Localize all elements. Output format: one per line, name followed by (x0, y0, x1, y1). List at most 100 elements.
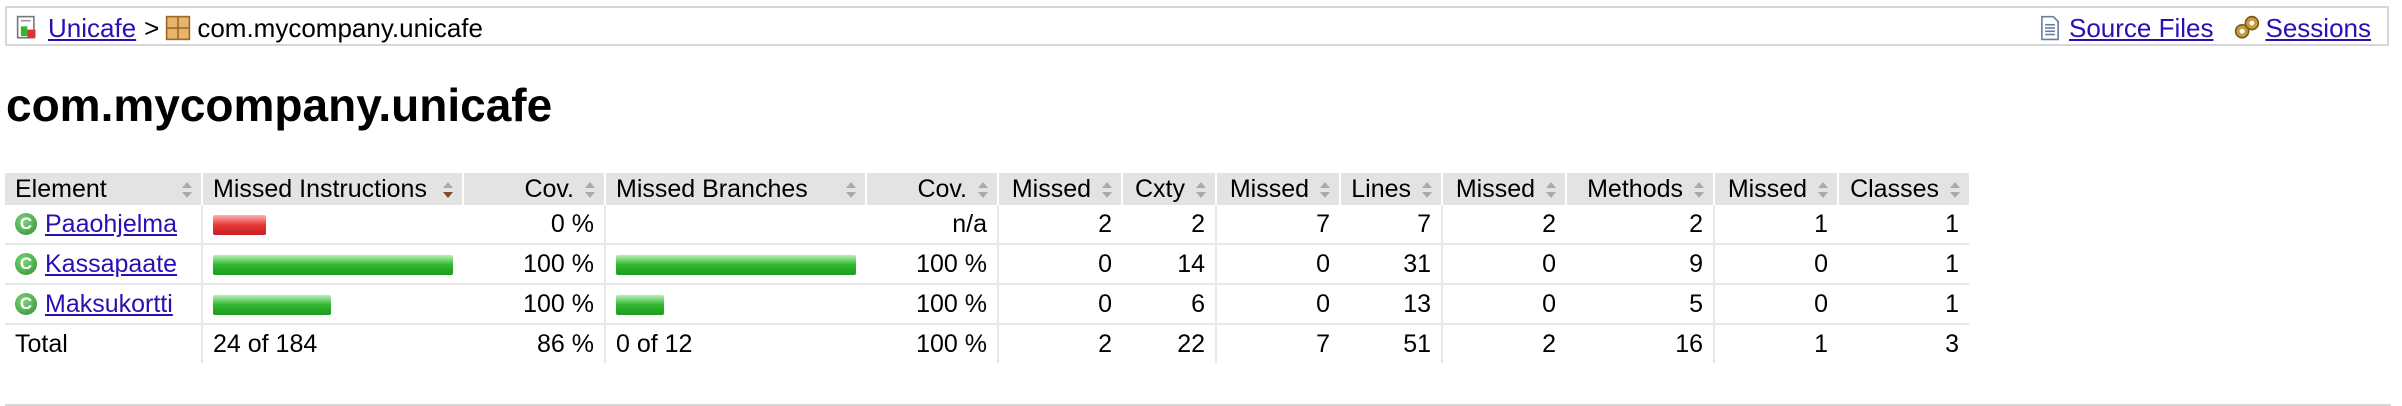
classes: 1 (1838, 284, 1969, 325)
total-methods: 16 (1675, 329, 1703, 358)
sessions-icon (2234, 15, 2259, 39)
total-instructions-coverage: 86 % (537, 329, 594, 358)
instructions-bar-cell (201, 205, 463, 245)
methods: 9 (1566, 244, 1714, 285)
column-header-label: Element (15, 174, 107, 203)
total-missed-lines: 7 (1215, 324, 1340, 363)
total-classes: 3 (1945, 329, 1959, 358)
package-icon (166, 15, 191, 41)
column-header-missed-complexity[interactable]: Missed (997, 173, 1122, 205)
complexity: 2 (1122, 205, 1216, 245)
column-header-missed-classes[interactable]: Missed (1713, 173, 1838, 205)
sort-down-icon (443, 182, 453, 198)
column-header-label: Missed (1229, 174, 1309, 203)
sort-icon (1950, 182, 1960, 198)
missed-classes: 1 (1713, 205, 1838, 245)
sort-icon (585, 182, 595, 198)
source-files-link[interactable]: Source Files (2069, 12, 2214, 43)
column-header-label: Missed Instructions (213, 174, 427, 203)
breadcrumb: Unicafe > com.mycompany.unicafe Source F… (5, 6, 2389, 46)
coverage-table: Element Missed Instructions Cov. Missed … (5, 173, 1969, 363)
instructions-coverage-bar (213, 214, 266, 235)
class-icon: C (15, 293, 37, 315)
missed-classes: 0 (1713, 284, 1838, 325)
total-row: Total 24 of 184 86 % 0 of 12 100 % 2 22 … (5, 324, 1969, 363)
column-header-instructions-coverage[interactable]: Cov. (462, 173, 605, 205)
methods: 5 (1566, 284, 1714, 325)
sessions-link[interactable]: Sessions (2265, 12, 2372, 43)
missed-lines: 0 (1215, 284, 1340, 325)
column-header-missed-instructions[interactable]: Missed Instructions (201, 173, 463, 205)
sort-icon (1818, 182, 1828, 198)
lines: 31 (1340, 244, 1442, 285)
sort-icon (1320, 182, 1330, 198)
sort-icon (1196, 182, 1206, 198)
column-header-missed-lines[interactable]: Missed (1215, 173, 1340, 205)
branches-bar-cell (604, 244, 866, 285)
methods: 2 (1566, 205, 1714, 245)
breadcrumb-current-package: com.mycompany.unicafe (197, 12, 483, 43)
page-title: com.mycompany.unicafe (6, 79, 553, 131)
instructions-bar-cell (201, 284, 463, 325)
sort-icon (1694, 182, 1704, 198)
missed-complexity: 0 (997, 244, 1122, 285)
class-link[interactable]: Paaohjelma (45, 209, 178, 238)
branches-bar-cell (604, 205, 866, 245)
footer-divider (5, 404, 2391, 406)
class-link[interactable]: Maksukortti (45, 289, 173, 318)
branches-coverage: n/a (866, 205, 998, 245)
lines: 7 (1340, 205, 1442, 245)
column-header-classes[interactable]: Classes (1837, 173, 1969, 205)
table-header-row: Element Missed Instructions Cov. Missed … (5, 173, 1969, 205)
table-row: C Paaohjelma 0 % n/a 2 2 7 7 2 2 1 1 (5, 205, 1969, 245)
missed-methods: 0 (1441, 284, 1566, 325)
source-files-icon (2041, 15, 2059, 41)
complexity: 14 (1122, 244, 1216, 285)
lines: 13 (1340, 284, 1442, 325)
total-complexity: 22 (1177, 329, 1205, 358)
instructions-coverage: 100 % (463, 284, 605, 325)
missed-methods: 2 (1441, 205, 1566, 245)
branches-coverage: 100 % (866, 244, 998, 285)
total-missed-complexity: 2 (997, 324, 1122, 363)
breadcrumb-root-link[interactable]: Unicafe (48, 12, 137, 43)
classes: 1 (1838, 244, 1969, 285)
total-missed-classes: 1 (1713, 324, 1838, 363)
branches-coverage-bar (616, 254, 856, 275)
class-link[interactable]: Kassapaate (45, 249, 178, 278)
sort-icon (846, 182, 856, 198)
sort-icon (1422, 182, 1432, 198)
total-lines: 51 (1403, 329, 1431, 358)
column-header-complexity[interactable]: Cxty (1121, 173, 1216, 205)
column-header-label: Cxty (1135, 174, 1185, 203)
classes: 1 (1838, 205, 1969, 245)
column-header-element[interactable]: Element (5, 173, 202, 205)
missed-complexity: 2 (997, 205, 1122, 245)
branches-coverage: 100 % (866, 284, 998, 325)
column-header-label: Missed (1455, 174, 1535, 203)
class-icon: C (15, 253, 37, 275)
total-missed-branches: 0 of 12 (604, 324, 866, 363)
column-header-lines[interactable]: Lines (1339, 173, 1442, 205)
table-row: C Kassapaate 100 % 100 % 0 14 0 31 0 9 0… (5, 244, 1969, 285)
total-missed-instructions: 24 of 184 (201, 324, 463, 363)
column-header-methods[interactable]: Methods (1565, 173, 1714, 205)
class-icon: C (15, 213, 37, 235)
branches-coverage-bar (616, 294, 664, 315)
total-label: Total (15, 329, 68, 358)
column-header-branches-coverage[interactable]: Cov. (865, 173, 998, 205)
instructions-coverage: 0 % (463, 205, 605, 245)
instructions-coverage: 100 % (463, 244, 605, 285)
total-branches-coverage: 100 % (916, 329, 987, 358)
sort-icon (978, 182, 988, 198)
column-header-missed-branches[interactable]: Missed Branches (604, 173, 866, 205)
column-header-label: Missed Branches (616, 174, 808, 203)
missed-methods: 0 (1441, 244, 1566, 285)
column-header-label: Missed (1011, 174, 1091, 203)
instructions-coverage-bar (213, 254, 453, 275)
column-header-label: Methods (1587, 174, 1683, 203)
column-header-missed-methods[interactable]: Missed (1441, 173, 1566, 205)
column-header-label: Cov. (917, 174, 967, 203)
total-missed-methods: 2 (1441, 324, 1566, 363)
sort-icon (1102, 182, 1112, 198)
